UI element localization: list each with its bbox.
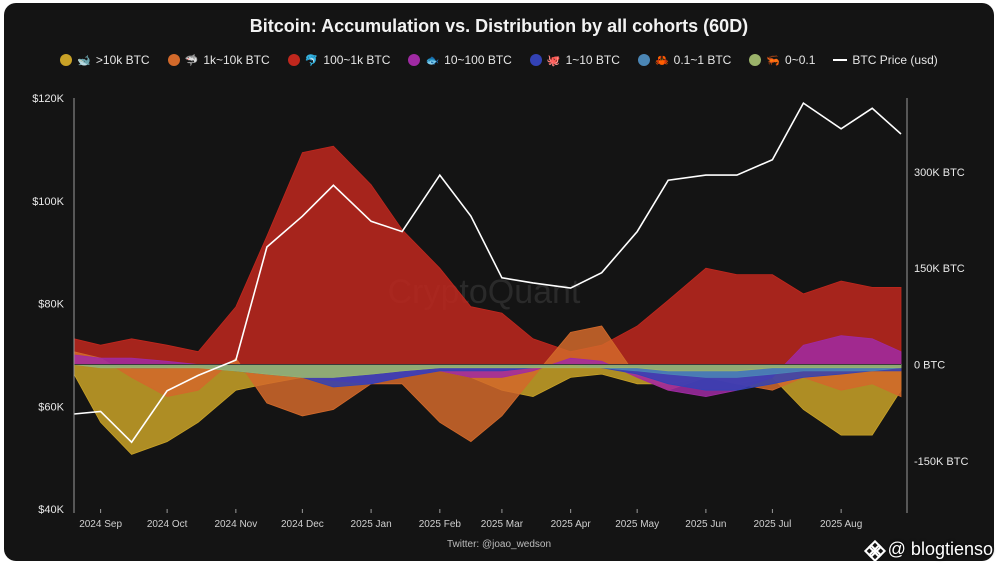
y-right-tick-label: -150K BTC (914, 456, 968, 468)
cohort-icon: 🐬 (304, 54, 319, 67)
legend-item: 🐬 100~1k BTC (287, 53, 391, 67)
legend-label: >10k BTC (95, 53, 150, 67)
legend-item: 🐙 1~10 BTC (529, 53, 620, 67)
legend: 🐋 >10k BTC 🦈 1k~10k BTC 🐬 100~1k BTC 🐟 10~100 B… (4, 53, 994, 67)
legend-label: 100~1k BTC (323, 53, 391, 67)
legend-item: BTC Price (usd) (833, 53, 938, 67)
legend-item: 🦈 1k~10k BTC (167, 53, 270, 67)
btc-price-line (73, 101, 902, 444)
legend-swatch (749, 54, 762, 66)
cohort-icon: 🐋 (77, 54, 91, 67)
x-tick-label: 2024 Nov (214, 519, 257, 530)
cohort-icon: 🦀 (654, 54, 669, 67)
y-right-tick-label: 150K BTC (914, 263, 965, 275)
legend-item: 🐟 10~100 BTC (408, 53, 512, 67)
binance-logo-icon (863, 539, 886, 562)
y-left-tick-label: $100K (32, 196, 64, 208)
legend-label: 0~0.1 (785, 53, 816, 67)
y-right-tick-label: 0 BTC (914, 360, 945, 372)
x-tick-label: 2024 Oct (147, 519, 188, 530)
legend-swatch (60, 54, 73, 66)
y-right-tick-label: 300K BTC (914, 167, 965, 179)
legend-swatch (529, 54, 542, 66)
area-series-1k-10k-btc (73, 325, 902, 443)
legend-swatch (287, 54, 300, 66)
chart-card: Bitcoin: Accumulation vs. Distribution b… (4, 3, 994, 561)
x-tick-label: 2024 Dec (281, 519, 324, 530)
legend-swatch (167, 54, 180, 66)
legend-label: BTC Price (usd) (852, 53, 938, 67)
handle-text: @ blogtienso (887, 539, 993, 559)
x-tick-label: 2025 Mar (481, 519, 524, 530)
x-tick-label: 2025 Jul (753, 519, 791, 530)
x-tick-label: 2025 Apr (551, 519, 592, 530)
cohort-icon: 🐟 (425, 54, 440, 67)
x-tick-label: 2025 Jan (351, 519, 392, 530)
x-tick-label: 2025 Jun (685, 519, 726, 530)
x-tick-label: 2024 Sep (79, 519, 122, 530)
legend-label: 10~100 BTC (444, 53, 512, 67)
y-left-tick-label: $80K (38, 299, 64, 311)
cohort-icon: 🐙 (546, 54, 561, 67)
x-tick-label: 2025 Aug (820, 519, 862, 530)
credit-text: Twitter: @joao_wedson (446, 539, 552, 550)
source-handle: @ blogtienso (863, 539, 993, 562)
cohort-icon: 🦈 (184, 54, 199, 67)
x-tick-label: 2025 May (615, 519, 659, 530)
y-left-tick-label: $120K (32, 93, 64, 105)
legend-item: 🦐 0~0.1 (749, 53, 815, 67)
area-series-0-0-1 (73, 364, 902, 378)
legend-label: 0.1~1 BTC (673, 53, 732, 67)
legend-swatch (637, 54, 650, 66)
legend-label: 1k~10k BTC (203, 53, 270, 67)
legend-swatch (833, 59, 848, 61)
y-left-tick-label: $40K (38, 504, 64, 516)
chart-title: Bitcoin: Accumulation vs. Distribution b… (249, 16, 749, 36)
legend-label: 1~10 BTC (565, 53, 620, 67)
area-series-100-1k-btc (73, 145, 902, 365)
y-left-tick-label: $60K (38, 401, 64, 413)
cohort-icon: 🦐 (766, 54, 781, 67)
legend-swatch (408, 54, 421, 66)
x-tick-label: 2025 Feb (419, 519, 462, 530)
legend-item: 🐋 >10k BTC (60, 53, 150, 67)
legend-item: 🦀 0.1~1 BTC (637, 53, 732, 67)
